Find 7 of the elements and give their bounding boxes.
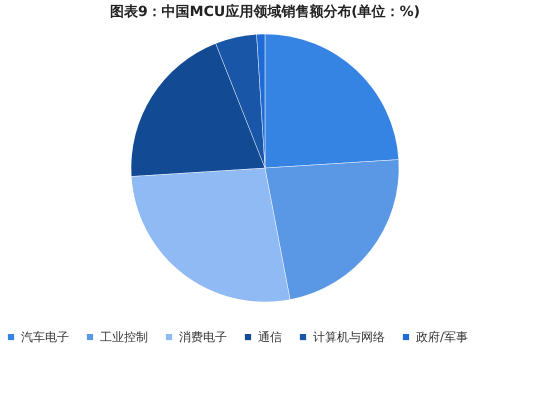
- legend-label: 政府/军事: [416, 330, 468, 344]
- legend-label: 汽车电子: [21, 330, 69, 344]
- legend-label: 消费电子: [179, 330, 227, 344]
- chart-title: 图表9：中国MCU应用领域销售额分布(单位：%): [110, 3, 420, 20]
- legend-label: 计算机与网络: [313, 330, 385, 344]
- legend-label: 工业控制: [100, 330, 148, 344]
- legend-label: 通信: [258, 330, 282, 344]
